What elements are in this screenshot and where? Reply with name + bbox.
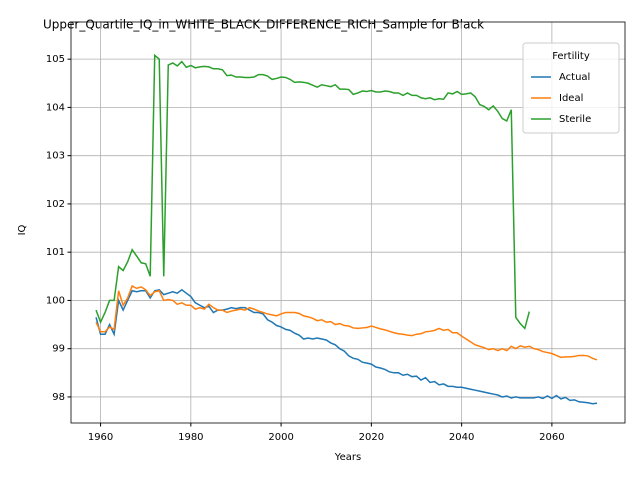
x-tick-label: 2040 xyxy=(449,432,474,443)
x-axis-label: Years xyxy=(334,452,361,463)
y-tick-label: 98 xyxy=(52,392,65,403)
x-tick-label: 2000 xyxy=(268,432,293,443)
y-tick-label: 99 xyxy=(52,344,65,355)
chart-title: Upper_Quartile_IQ_in_WHITE_BLACK_DIFFERE… xyxy=(43,18,484,32)
x-tick-label: 2020 xyxy=(359,432,384,443)
x-tick-label: 1960 xyxy=(88,432,113,443)
y-axis-label: IQ xyxy=(17,224,28,235)
legend-label: Sterile xyxy=(559,114,591,125)
x-tick-label: 1980 xyxy=(178,432,203,443)
y-tick-label: 100 xyxy=(46,295,65,306)
legend-label: Actual xyxy=(559,72,590,83)
legend-title: Fertility xyxy=(552,51,590,62)
plot-frame xyxy=(70,21,626,424)
y-tick-label: 104 xyxy=(46,102,65,113)
y-tick-label: 102 xyxy=(46,199,65,210)
legend-label: Ideal xyxy=(559,93,583,104)
x-tick-label: 2060 xyxy=(539,432,564,443)
legend-box xyxy=(522,42,620,134)
y-tick-label: 103 xyxy=(46,151,65,162)
line xyxy=(95,284,598,361)
y-tick-label: 105 xyxy=(46,54,65,65)
line xyxy=(95,53,531,330)
y-tick-label: 101 xyxy=(46,247,65,258)
line xyxy=(95,288,598,405)
